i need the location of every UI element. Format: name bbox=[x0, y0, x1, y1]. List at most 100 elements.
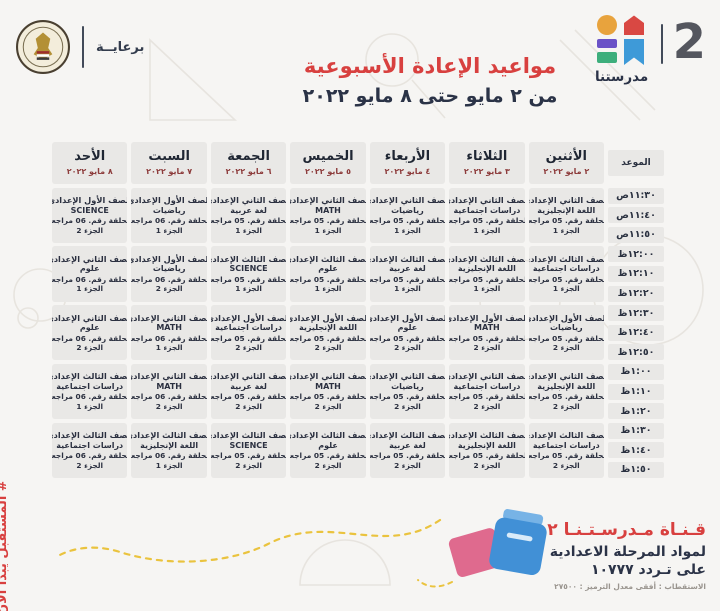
lesson-episode: الحلقة رقم. 06 مراجعة bbox=[52, 216, 127, 226]
lesson-subject: اللغة الإنجليزية bbox=[537, 382, 596, 392]
lesson-subject: رياضيات bbox=[549, 323, 583, 333]
lesson-subject: اللغة الإنجليزية bbox=[457, 440, 516, 450]
lesson-episode: الحلقة رقم. 05 مراجعة bbox=[449, 333, 524, 343]
lesson-episode: الحلقة رقم. 06 مراجعة bbox=[52, 392, 127, 402]
lesson-part: الجزء 1 bbox=[155, 460, 183, 470]
lesson-grade: الصف الثالث الإعدادي bbox=[449, 430, 525, 441]
lesson-part: الجزء 2 bbox=[473, 460, 501, 470]
lesson-part: الجزء 2 bbox=[155, 284, 183, 294]
lesson-subject: دراسات اجتماعية bbox=[532, 264, 600, 274]
lesson-subject: اللغة الإنجليزية bbox=[457, 264, 516, 274]
lesson-grade: الصف الثالث الإعدادي bbox=[529, 430, 604, 441]
lesson-part: الجزء 2 bbox=[314, 402, 342, 412]
brand-block: 2 مدرستنا bbox=[593, 14, 706, 85]
lesson-subject: MATH bbox=[156, 323, 182, 333]
schedule-cell: الصف الأول الإعداديSCIENCEالحلقة رقم. 06… bbox=[52, 187, 128, 243]
day-column-header: الثلاثاء ٣ مايو ٢٠٢٢ bbox=[449, 142, 525, 184]
day-column-header: الأربعاء ٤ مايو ٢٠٢٢ bbox=[369, 142, 446, 184]
lesson-grade: الصف الأول الإعدادي bbox=[290, 312, 365, 323]
lesson-grade: الصف الثاني الإعدادي bbox=[449, 195, 525, 206]
schedule-cell: الصف الثاني الإعداديدراسات اجتماعيةالحلق… bbox=[449, 363, 525, 420]
lesson-subject: علوم bbox=[397, 323, 418, 333]
time-slot-label: ١:٢٠ظ bbox=[608, 403, 664, 420]
lesson-subject: دراسات اجتماعية bbox=[215, 323, 283, 333]
lesson-part: الجزء 2 bbox=[473, 343, 501, 353]
lesson-part: الجزء 1 bbox=[552, 284, 580, 294]
lesson-part: الجزء 1 bbox=[314, 284, 342, 294]
day-date: ٨ مايو ٢٠٢٢ bbox=[66, 166, 113, 176]
schedule-cell: الصف الثالث الإعداديSCIENCEالحلقة رقم. 0… bbox=[210, 422, 287, 478]
schedule-cell: الصف الثالث الإعدادياللغة الإنجليزيةالحل… bbox=[449, 246, 525, 302]
time-column-header: الموعد bbox=[608, 150, 664, 176]
lesson-grade: الصف الثاني الإعدادي bbox=[290, 195, 366, 206]
schedule-cell: الصف الأول الإعداديرياضياتالحلقة رقم. 05… bbox=[528, 305, 604, 361]
day-name: الثلاثاء bbox=[466, 149, 508, 165]
time-slot-label: ١٢:٠٠ظ bbox=[608, 246, 664, 263]
lesson-subject: رياضيات bbox=[152, 205, 186, 215]
channel-audience: لمواد المرحلة الاعدادية bbox=[549, 543, 706, 560]
schedule-cell: الصف الثاني الإعداديعلومالحلقة رقم. 06 م… bbox=[52, 246, 128, 302]
lesson-episode: الحلقة رقم. 05 مراجعة bbox=[528, 333, 604, 343]
lesson-grade: الصف الثالث الإعدادي bbox=[211, 430, 287, 441]
time-slot-label: ١٢:٤٠ظ bbox=[608, 324, 664, 341]
time-slot-label: ١١:٤٠ص bbox=[608, 207, 664, 224]
schedule-cell: الصف الثاني الإعداديرياضياتالحلقة رقم. 0… bbox=[369, 363, 446, 420]
lesson-part: الجزء 1 bbox=[235, 284, 262, 294]
time-slot-label: ١١:٥٠ص bbox=[608, 226, 664, 243]
lesson-episode: الحلقة رقم. 05 مراجعة bbox=[210, 274, 286, 284]
lesson-grade: الصف الثالث الإعدادي bbox=[370, 430, 446, 441]
header-divider bbox=[82, 26, 84, 68]
lesson-part: الجزء 2 bbox=[76, 460, 104, 470]
lesson-subject: MATH bbox=[156, 382, 182, 392]
lesson-episode: الحلقة رقم. 05 مراجعة bbox=[369, 392, 445, 402]
schedule-cell: الصف الثالث الإعداديلغة عربيةالحلقة رقم.… bbox=[369, 422, 446, 478]
lesson-episode: الحلقة رقم. 05 مراجعة bbox=[449, 274, 524, 284]
lesson-episode: الحلقة رقم. 05 مراجعة bbox=[210, 451, 286, 461]
lesson-part: الجزء 2 bbox=[552, 460, 580, 470]
lesson-subject: علوم bbox=[318, 264, 338, 274]
schedule-cell: الصف الأول الإعداديرياضياتالحلقة رقم. 06… bbox=[131, 246, 207, 302]
lesson-part: الجزء 2 bbox=[76, 225, 104, 235]
lesson-subject: علوم bbox=[79, 323, 100, 333]
schedule-cell: الصف الثاني الإعداديMATHالحلقة رقم. 05 م… bbox=[290, 187, 366, 243]
lesson-grade: الصف الثاني الإعدادي bbox=[211, 195, 287, 206]
lesson-episode: الحلقة رقم. 06 مراجعة bbox=[131, 274, 207, 284]
lesson-subject: لغة عربية bbox=[230, 382, 267, 392]
schedule-cell: الصف الثالث الإعداديعلومالحلقة رقم. 05 م… bbox=[290, 246, 366, 302]
time-slot-label: ١٢:٣٠ظ bbox=[608, 305, 664, 322]
lesson-episode: الحلقة رقم. 06 مراجعة bbox=[131, 451, 207, 461]
day-name: الأحد bbox=[74, 149, 106, 165]
lesson-subject: MATH bbox=[315, 382, 341, 392]
lesson-subject: علوم bbox=[318, 440, 338, 450]
schedule-cell: الصف الثاني الإعدادياللغة الإنجليزيةالحل… bbox=[528, 363, 604, 420]
lesson-grade: الصف الثالث الإعدادي bbox=[290, 430, 366, 441]
lesson-grade: الصف الثاني الإعدادي bbox=[370, 371, 445, 382]
schedule-cell: الصف الثالث الإعدادياللغة الإنجليزيةالحل… bbox=[131, 422, 207, 478]
page-title: مواعيد الإعادة الأسبوعية bbox=[303, 54, 557, 78]
lesson-episode: الحلقة رقم. 05 مراجعة bbox=[369, 333, 445, 343]
lesson-episode: الحلقة رقم. 05 مراجعة bbox=[528, 274, 604, 284]
lesson-subject: اللغة الإنجليزية bbox=[537, 205, 596, 215]
lesson-episode: الحلقة رقم. 05 مراجعة bbox=[528, 392, 604, 402]
day-date: ٦ مايو ٢٠٢٢ bbox=[225, 166, 272, 176]
lesson-grade: الصف الثالث الإعدادي bbox=[529, 253, 604, 264]
lesson-part: الجزء 2 bbox=[394, 343, 421, 353]
lesson-episode: الحلقة رقم. 06 مراجعة bbox=[52, 333, 127, 343]
day-column-header: الجمعة ٦ مايو ٢٠٢٢ bbox=[210, 142, 287, 184]
lesson-part: الجزء 2 bbox=[76, 343, 104, 353]
lesson-part: الجزء 2 bbox=[552, 343, 580, 353]
lesson-subject: دراسات اجتماعية bbox=[532, 440, 600, 450]
lesson-subject: علوم bbox=[79, 264, 100, 274]
lesson-episode: الحلقة رقم. 06 مراجعة bbox=[131, 333, 207, 343]
brand-divider bbox=[660, 24, 663, 64]
time-slot-label: ١٢:٥٠ظ bbox=[608, 344, 664, 361]
lesson-grade: الصف الأول الإعدادي bbox=[131, 253, 206, 264]
day-name: السبت bbox=[148, 149, 190, 165]
lesson-grade: الصف الثالث الإعدادي bbox=[131, 430, 207, 441]
lesson-part: الجزء 2 bbox=[314, 460, 342, 470]
schedule-cell: الصف الثالث الإعداديعلومالحلقة رقم. 05 م… bbox=[290, 422, 366, 478]
lesson-grade: الصف الثاني الإعدادي bbox=[290, 371, 366, 382]
lesson-episode: الحلقة رقم. 05 مراجعة bbox=[290, 274, 366, 284]
brand-name: مدرستنا bbox=[594, 69, 649, 85]
schedule-cell: الصف الثاني الإعداديدراسات اجتماعيةالحلق… bbox=[449, 187, 525, 243]
